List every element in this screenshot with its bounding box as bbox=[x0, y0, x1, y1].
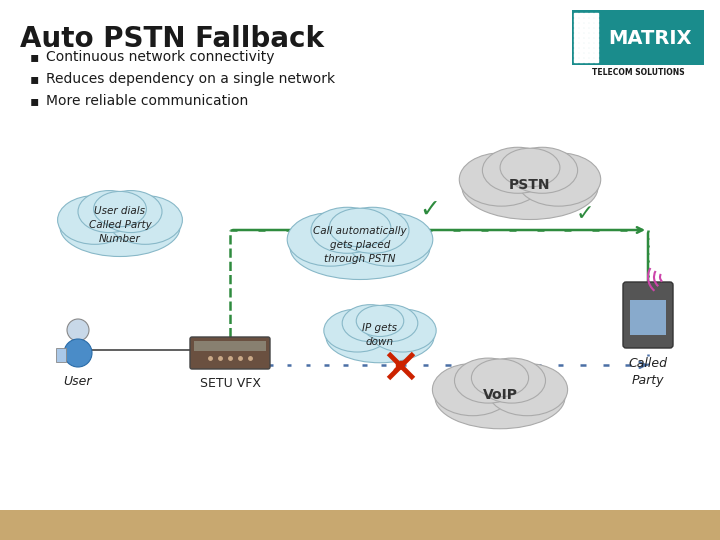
Circle shape bbox=[67, 319, 89, 341]
Text: TELECOM SOLUTIONS: TELECOM SOLUTIONS bbox=[592, 68, 684, 77]
FancyBboxPatch shape bbox=[623, 282, 673, 348]
Ellipse shape bbox=[433, 363, 513, 416]
Ellipse shape bbox=[329, 208, 391, 247]
Ellipse shape bbox=[369, 309, 436, 352]
Bar bbox=[0, 510, 720, 540]
Text: Called
Party: Called Party bbox=[629, 357, 667, 387]
Text: Call automatically
gets placed
through PSTN: Call automatically gets placed through P… bbox=[313, 226, 407, 264]
Ellipse shape bbox=[361, 305, 418, 342]
Ellipse shape bbox=[60, 198, 180, 256]
Text: ▪: ▪ bbox=[30, 50, 40, 64]
Bar bbox=[572, 10, 704, 65]
Ellipse shape bbox=[516, 153, 600, 206]
Ellipse shape bbox=[487, 363, 567, 416]
Text: MATRIX: MATRIX bbox=[608, 29, 692, 48]
Ellipse shape bbox=[346, 213, 433, 266]
Text: PSTN: PSTN bbox=[509, 178, 551, 192]
Text: SETU VFX: SETU VFX bbox=[199, 377, 261, 390]
Text: ▪: ▪ bbox=[30, 72, 40, 86]
Ellipse shape bbox=[472, 359, 528, 397]
Text: ✓: ✓ bbox=[420, 198, 441, 222]
Ellipse shape bbox=[99, 191, 162, 233]
Text: Continuous network connectivity: Continuous network connectivity bbox=[46, 50, 274, 64]
Ellipse shape bbox=[108, 195, 182, 244]
Text: IP gets
down: IP gets down bbox=[362, 323, 397, 347]
Ellipse shape bbox=[342, 305, 398, 342]
Ellipse shape bbox=[64, 339, 92, 367]
Text: VoIP: VoIP bbox=[482, 388, 518, 402]
Text: User: User bbox=[64, 375, 92, 388]
Text: Auto PSTN Fallback: Auto PSTN Fallback bbox=[20, 25, 324, 53]
Text: User dials
Called Party
Number: User dials Called Party Number bbox=[89, 206, 151, 244]
Ellipse shape bbox=[478, 358, 546, 403]
Ellipse shape bbox=[324, 309, 391, 352]
Ellipse shape bbox=[507, 147, 577, 193]
Ellipse shape bbox=[435, 366, 565, 429]
Ellipse shape bbox=[459, 153, 544, 206]
Ellipse shape bbox=[78, 191, 140, 233]
Ellipse shape bbox=[311, 207, 384, 253]
Text: Reduces dependency on a single network: Reduces dependency on a single network bbox=[46, 72, 335, 86]
Text: ▪: ▪ bbox=[30, 94, 40, 108]
Bar bbox=[194, 341, 266, 351]
Ellipse shape bbox=[58, 195, 132, 244]
FancyBboxPatch shape bbox=[190, 337, 270, 369]
Ellipse shape bbox=[500, 148, 560, 187]
Bar bbox=[56, 348, 66, 362]
Ellipse shape bbox=[94, 191, 146, 227]
Text: More reliable communication: More reliable communication bbox=[46, 94, 248, 108]
Ellipse shape bbox=[336, 207, 409, 253]
Ellipse shape bbox=[356, 306, 404, 336]
Ellipse shape bbox=[482, 147, 553, 193]
Ellipse shape bbox=[287, 213, 374, 266]
Text: ✓: ✓ bbox=[576, 204, 594, 224]
Ellipse shape bbox=[454, 358, 522, 403]
Ellipse shape bbox=[462, 155, 598, 219]
Bar bbox=[630, 300, 666, 335]
Ellipse shape bbox=[326, 311, 434, 363]
Ellipse shape bbox=[290, 215, 430, 280]
